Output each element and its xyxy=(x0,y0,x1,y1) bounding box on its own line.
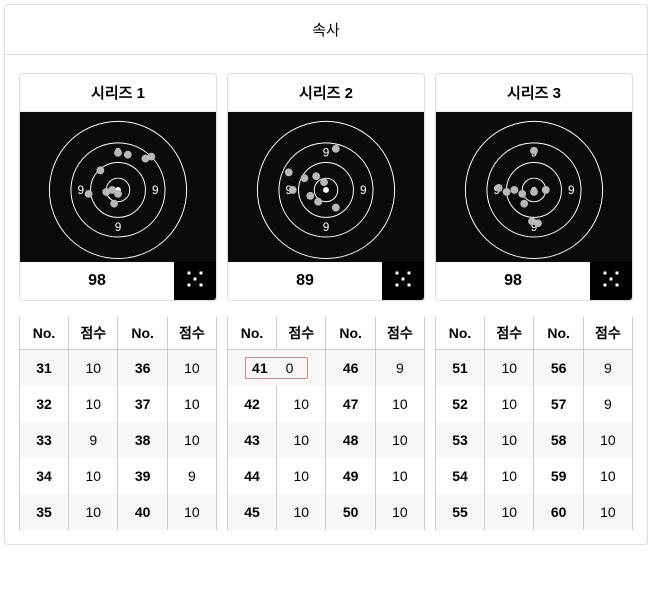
table-row: 410469 xyxy=(228,350,424,387)
table-row: 5110569 xyxy=(436,350,632,387)
table-row: 44104910 xyxy=(228,458,424,494)
series-column: 시리즈 2 9999 89 No. 점수 No. 점수 410469421047… xyxy=(227,73,425,530)
series-total: 98 xyxy=(436,262,590,300)
panel: 속사 시리즈 1 9999 98 No. 점수 No. 점수 311036103… xyxy=(4,4,648,545)
series-column: 시리즈 3 9999 98 No. 점수 No. 점수 511056952105… xyxy=(435,73,633,530)
score-table-wrap: No. 점수 No. 점수 51105695210579531058105410… xyxy=(435,317,633,530)
table-row: 45105010 xyxy=(228,494,424,530)
col-score: 점수 xyxy=(583,317,632,350)
series-total: 98 xyxy=(20,262,174,300)
svg-text:9: 9 xyxy=(568,184,575,197)
score-table: No. 점수 No. 점수 31103610321037103393810341… xyxy=(20,317,216,530)
target-area: 9999 xyxy=(228,112,424,262)
series-column: 시리즈 1 9999 98 No. 점수 No. 점수 311036103210… xyxy=(19,73,217,530)
card-footer: 98 xyxy=(20,262,216,300)
expand-icon xyxy=(186,270,204,293)
svg-text:9: 9 xyxy=(360,184,367,197)
table-row: 53105810 xyxy=(436,422,632,458)
col-no: No. xyxy=(118,317,167,350)
svg-text:9: 9 xyxy=(115,221,122,234)
expand-icon xyxy=(602,270,620,293)
series-title: 시리즈 1 xyxy=(20,74,216,112)
series-total: 89 xyxy=(228,262,382,300)
col-score: 점수 xyxy=(167,317,216,350)
series-card: 시리즈 2 9999 89 xyxy=(227,73,425,301)
expand-button[interactable] xyxy=(174,262,216,300)
table-row: 42104710 xyxy=(228,386,424,422)
target-area: 9999 xyxy=(436,112,632,262)
expand-button[interactable] xyxy=(382,262,424,300)
series-card: 시리즈 1 9999 98 xyxy=(19,73,217,301)
series-card: 시리즈 3 9999 98 xyxy=(435,73,633,301)
target-chart: 9999 xyxy=(228,112,424,262)
svg-text:9: 9 xyxy=(152,184,159,197)
col-no: No. xyxy=(326,317,375,350)
expand-icon xyxy=(394,270,412,293)
svg-text:9: 9 xyxy=(323,221,330,234)
target-area: 9999 xyxy=(20,112,216,262)
col-score: 점수 xyxy=(277,317,326,350)
table-row: 3393810 xyxy=(20,422,216,458)
table-row: 35104010 xyxy=(20,494,216,530)
score-table-wrap: No. 점수 No. 점수 31103610321037103393810341… xyxy=(19,317,217,530)
table-row: 32103710 xyxy=(20,386,216,422)
col-score: 점수 xyxy=(485,317,534,350)
table-row: 55106010 xyxy=(436,494,632,530)
target-chart: 9999 xyxy=(436,112,632,262)
card-footer: 98 xyxy=(436,262,632,300)
series-title: 시리즈 2 xyxy=(228,74,424,112)
svg-text:9: 9 xyxy=(323,147,330,160)
expand-button[interactable] xyxy=(590,262,632,300)
col-no: No. xyxy=(436,317,485,350)
table-row: 54105910 xyxy=(436,458,632,494)
table-row: 43104810 xyxy=(228,422,424,458)
svg-text:9: 9 xyxy=(77,184,84,197)
table-row: 31103610 xyxy=(20,350,216,387)
col-score: 점수 xyxy=(69,317,118,350)
series-container: 시리즈 1 9999 98 No. 점수 No. 점수 311036103210… xyxy=(5,55,647,544)
col-score: 점수 xyxy=(375,317,424,350)
score-table: No. 점수 No. 점수 51105695210579531058105410… xyxy=(436,317,632,530)
series-title: 시리즈 3 xyxy=(436,74,632,112)
score-table: No. 점수 No. 점수 41046942104710431048104410… xyxy=(228,317,424,530)
col-no: No. xyxy=(534,317,583,350)
col-no: No. xyxy=(228,317,277,350)
col-no: No. xyxy=(20,317,69,350)
table-row: 5210579 xyxy=(436,386,632,422)
table-row: 3410399 xyxy=(20,458,216,494)
score-table-wrap: No. 점수 No. 점수 41046942104710431048104410… xyxy=(227,317,425,530)
card-footer: 89 xyxy=(228,262,424,300)
page-title: 속사 xyxy=(5,5,647,55)
target-chart: 9999 xyxy=(20,112,216,262)
